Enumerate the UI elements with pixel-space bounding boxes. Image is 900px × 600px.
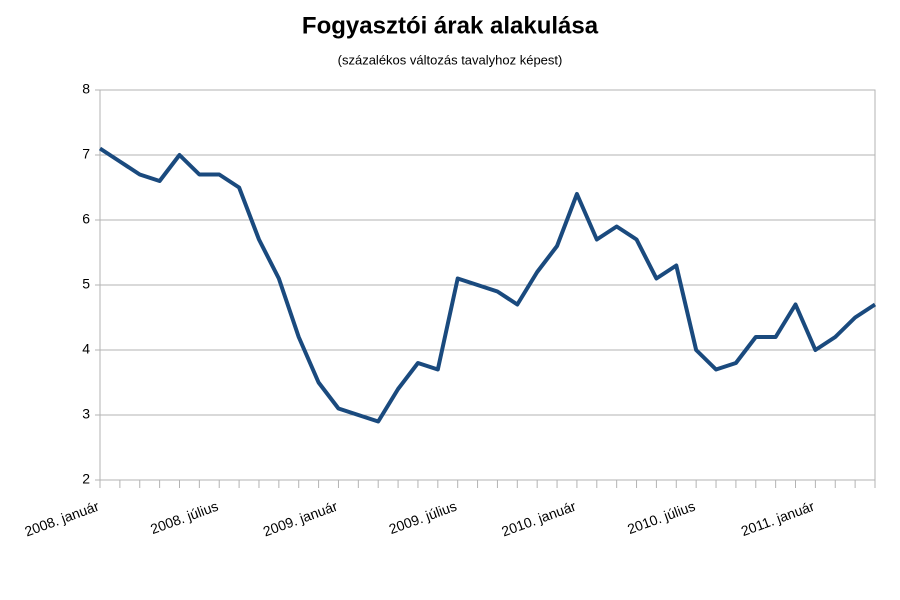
y-tick-label: 7 — [82, 146, 90, 162]
y-tick-label: 5 — [82, 276, 90, 292]
x-tick-label: 2009. január — [261, 498, 340, 540]
x-tick-label: 2008. július — [148, 498, 220, 537]
y-tick-label: 6 — [82, 211, 90, 227]
x-tick-label: 2011. január — [739, 498, 817, 539]
x-tick-label: 2008. január — [22, 498, 101, 540]
x-tick-label: 2010. július — [625, 498, 697, 537]
y-tick-label: 4 — [82, 341, 90, 357]
chart-title: Fogyasztói árak alakulása — [302, 12, 599, 39]
data-line — [98, 146, 877, 424]
x-tick-label: 2010. január — [499, 498, 578, 540]
x-tick-label: 2009. július — [387, 498, 459, 537]
y-tick-label: 3 — [82, 406, 90, 422]
chart-subtitle: (százalékos változás tavalyhoz képest) — [338, 52, 563, 67]
y-tick-label: 2 — [82, 471, 90, 487]
y-tick-label: 8 — [82, 81, 90, 97]
